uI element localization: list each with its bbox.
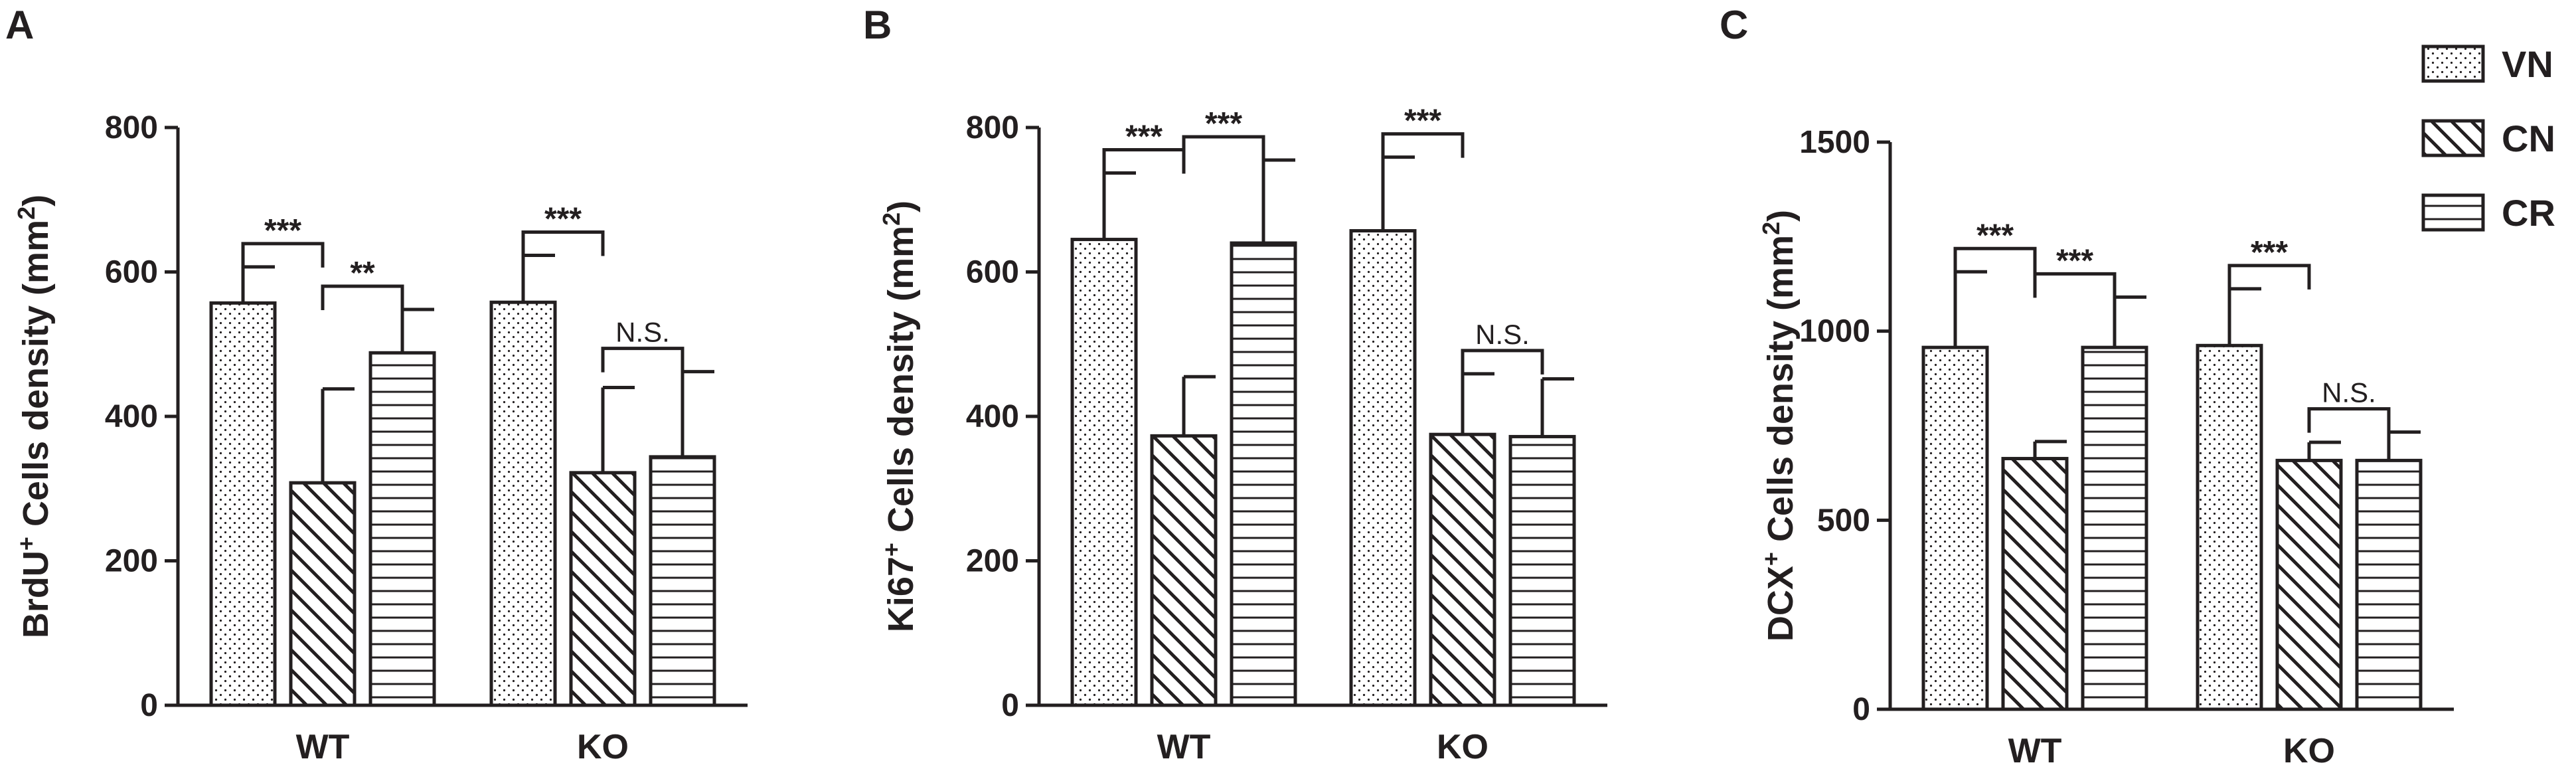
significance-label: *** bbox=[1205, 106, 1242, 141]
panel-letter: A bbox=[5, 3, 34, 47]
legend-swatch-vn bbox=[2421, 44, 2485, 83]
significance-bracket bbox=[1953, 246, 2037, 273]
significance-label: *** bbox=[1125, 120, 1163, 155]
legend-swatch-cr bbox=[2421, 193, 2485, 232]
significance-label: *** bbox=[2056, 243, 2093, 278]
y-axis-label-unit-sup: 2 bbox=[1757, 222, 1785, 235]
significance-label: *** bbox=[544, 201, 582, 236]
legend-label-cn: CN bbox=[2502, 118, 2555, 159]
x-tick-label: WT bbox=[296, 728, 350, 766]
y-axis-label-sup: + bbox=[1757, 552, 1785, 566]
y-axis-label-sup: + bbox=[13, 537, 40, 551]
y-axis-label-end: ) bbox=[16, 195, 56, 207]
significance-bracket bbox=[321, 284, 404, 311]
significance-bracket bbox=[2033, 272, 2117, 298]
panel-letter: B bbox=[863, 3, 892, 47]
y-tick-label: 0 bbox=[1001, 688, 1019, 723]
y-tick-label: 0 bbox=[1852, 692, 1870, 727]
significance-label: *** bbox=[1404, 104, 1441, 139]
y-tick-label: 1000 bbox=[1799, 314, 1870, 349]
bar-vn-wt bbox=[209, 301, 277, 707]
y-axis-label-end: ) bbox=[1761, 210, 1801, 222]
y-tick-label: 600 bbox=[105, 255, 158, 290]
y-tick-label: 1500 bbox=[1799, 125, 1870, 160]
bar-vn-wt bbox=[1070, 238, 1138, 707]
y-tick-label: 400 bbox=[105, 399, 158, 434]
legend: VN CN CR bbox=[2421, 43, 2555, 234]
significance-bracket bbox=[1381, 132, 1465, 158]
significance-label: *** bbox=[2251, 235, 2288, 270]
y-tick-label: 800 bbox=[966, 110, 1019, 145]
significance-label: *** bbox=[264, 213, 301, 248]
significance-bracket bbox=[2307, 407, 2391, 433]
chart-panel-c: C 0 500 1000 1500 DCX+ Cells density (mm2) WT K… bbox=[1720, 3, 2454, 770]
y-tick-label: 600 bbox=[966, 255, 1019, 290]
significance-bracket bbox=[521, 230, 605, 256]
y-axis-label: DCX+ Cells density (mm2) bbox=[1757, 210, 1801, 642]
y-axis-label-rest: Cells density (mm bbox=[1761, 235, 1801, 552]
x-tick-label: KO bbox=[577, 728, 629, 766]
y-tick-label: 200 bbox=[105, 544, 158, 579]
bar-cn-wt bbox=[289, 481, 357, 707]
y-tick-label: 400 bbox=[966, 399, 1019, 434]
bar-cr-ko bbox=[1508, 434, 1576, 707]
bar-vn-ko bbox=[2196, 343, 2263, 711]
bar-cn-ko bbox=[2275, 458, 2343, 711]
significance-label: N.S. bbox=[615, 317, 670, 348]
chart-panel-a: A 0 200 400 600 800 BrdU+ Cells density (mm2) W… bbox=[5, 3, 748, 766]
x-tick-label: KO bbox=[1437, 728, 1489, 766]
significance-bracket bbox=[601, 347, 684, 373]
y-axis-label-rest: Cells density (mm bbox=[881, 226, 921, 543]
significance-bracket bbox=[1461, 349, 1544, 375]
bar-cr-ko bbox=[2355, 458, 2423, 711]
y-axis-label-main: Ki67 bbox=[881, 557, 921, 632]
chart-panel-b: B 0 200 400 600 800 Ki67+ Cells density (mm2) W… bbox=[863, 3, 1607, 766]
bar-cr-wt bbox=[2081, 345, 2148, 711]
y-axis-label-main: BrdU bbox=[16, 551, 56, 638]
y-axis-label-rest: Cells density (mm bbox=[16, 220, 56, 537]
significance-bracket bbox=[1102, 148, 1186, 174]
y-axis-label: BrdU+ Cells density (mm2) bbox=[13, 195, 56, 638]
significance-label: ** bbox=[350, 256, 375, 291]
y-axis-label-sup: + bbox=[878, 543, 905, 557]
legend-label-vn: VN bbox=[2502, 43, 2553, 85]
bar-cn-wt bbox=[1150, 434, 1218, 707]
x-tick-label: WT bbox=[1157, 728, 1211, 766]
bar-cn-ko bbox=[1429, 432, 1496, 707]
y-tick-label: 800 bbox=[105, 110, 158, 145]
y-axis-label-unit-sup: 2 bbox=[13, 207, 40, 220]
significance-label: N.S. bbox=[2322, 377, 2376, 408]
x-tick-label: KO bbox=[2283, 732, 2335, 770]
y-axis-label-unit-sup: 2 bbox=[878, 213, 905, 226]
y-axis-label: Ki67+ Cells density (mm2) bbox=[878, 201, 922, 632]
significance-label: N.S. bbox=[1475, 319, 1530, 350]
significance-bracket bbox=[241, 242, 325, 268]
bar-vn-wt bbox=[1921, 345, 1989, 711]
panel-letter: C bbox=[1720, 3, 1748, 47]
bar-cn-ko bbox=[569, 471, 637, 707]
y-tick-label: 500 bbox=[1817, 503, 1870, 538]
bar-cn-wt bbox=[2001, 457, 2069, 711]
bar-cr-wt bbox=[1230, 241, 1297, 707]
y-axis-label-end: ) bbox=[881, 201, 921, 213]
bar-vn-ko bbox=[1349, 229, 1417, 707]
y-axis-label-main: DCX bbox=[1761, 566, 1801, 642]
significance-bracket bbox=[2227, 264, 2311, 290]
bar-vn-ko bbox=[489, 300, 557, 707]
y-tick-label: 0 bbox=[140, 688, 158, 723]
x-tick-label: WT bbox=[2008, 732, 2062, 770]
bar-cr-wt bbox=[368, 351, 436, 707]
legend-swatch-cn bbox=[2421, 119, 2485, 157]
legend-label-cr: CR bbox=[2502, 192, 2555, 234]
significance-label: *** bbox=[1976, 218, 2014, 253]
y-tick-label: 200 bbox=[966, 544, 1019, 579]
significance-bracket bbox=[1182, 135, 1265, 161]
bar-cr-ko bbox=[649, 455, 716, 707]
